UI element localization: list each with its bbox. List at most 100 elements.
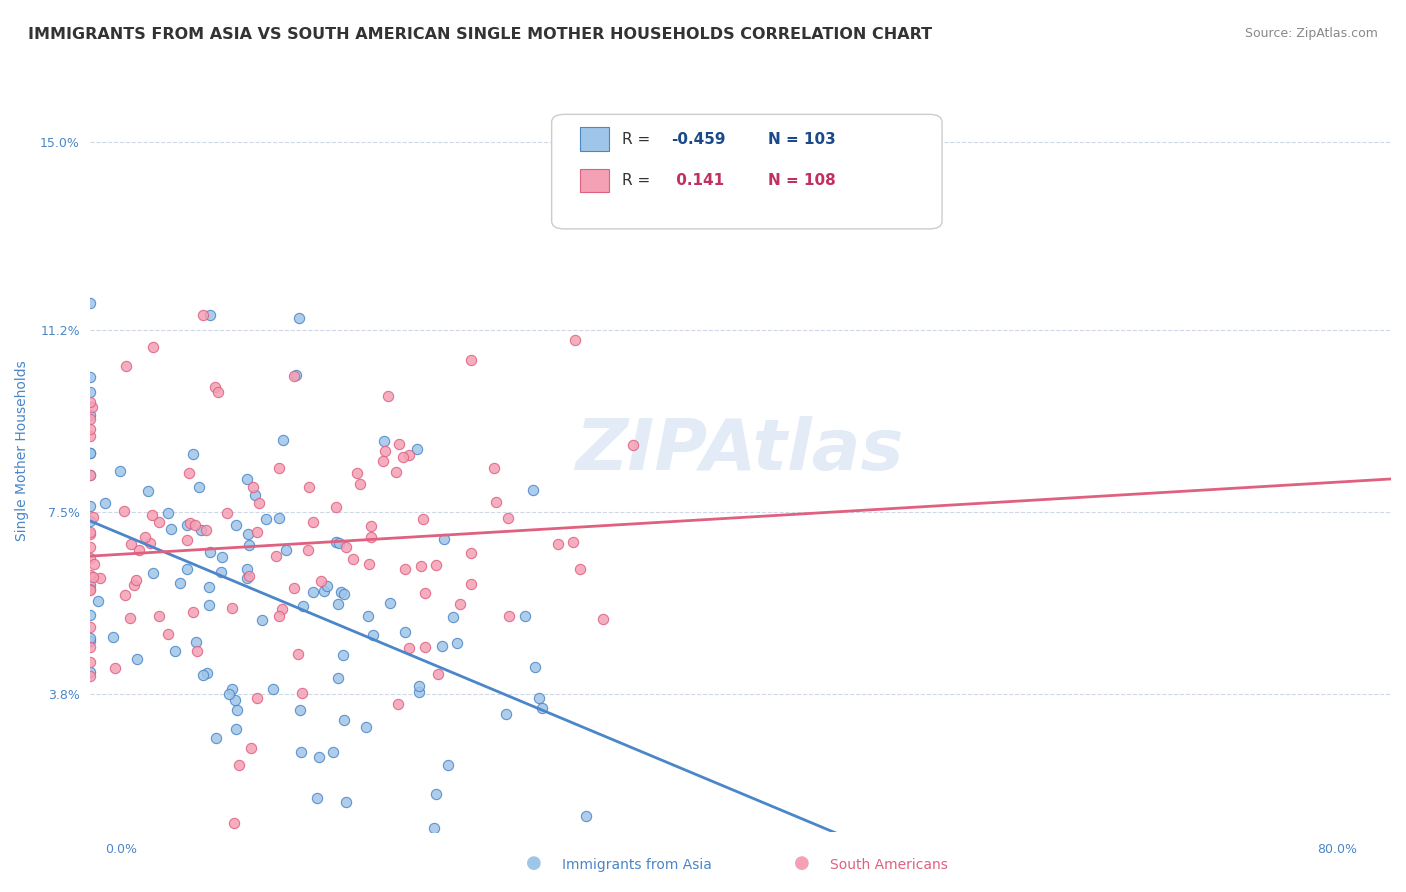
Text: ●: ● [526,855,543,872]
Point [271,434,294,448]
Text: -0.459: -0.459 [672,132,725,147]
Point [148,515,170,529]
Point [218,687,240,701]
Point [446,636,468,650]
Point [301,585,323,599]
Point [86,593,108,607]
Point [287,648,309,662]
Point [406,442,429,456]
Point [423,821,446,835]
Point [79,665,101,679]
Point [283,581,305,595]
Point [142,340,165,354]
Point [432,532,454,546]
Text: 0.0%: 0.0% [105,843,138,856]
Point [374,444,396,458]
Point [328,671,350,685]
Text: Source: ZipAtlas.com: Source: ZipAtlas.com [1244,27,1378,40]
Point [380,596,402,610]
Point [243,488,266,502]
Point [309,574,332,589]
Point [522,483,544,498]
Point [198,308,221,322]
Point [115,359,138,373]
Point [412,512,434,526]
Point [79,385,101,400]
Point [79,582,101,597]
Point [392,450,415,464]
Point [529,690,551,705]
Point [349,477,371,491]
Point [128,542,150,557]
Point [120,537,142,551]
Point [79,526,101,541]
Point [314,584,336,599]
Point [79,540,101,554]
Point [332,648,354,663]
Point [335,540,357,554]
Point [288,703,311,717]
Point [388,437,411,451]
Point [198,545,221,559]
Point [79,550,101,565]
Point [267,608,290,623]
Point [301,515,323,529]
Point [308,750,330,764]
Point [142,566,165,580]
Point [79,620,101,634]
Point [316,579,339,593]
Point [79,850,101,864]
Point [176,517,198,532]
Point [496,510,519,524]
Point [460,577,482,591]
Text: R =: R = [621,132,655,147]
Point [204,380,226,394]
Point [288,310,311,325]
Point [432,640,454,654]
Point [398,448,420,462]
Point [176,562,198,576]
Point [394,625,416,640]
Point [346,467,368,481]
Point [148,608,170,623]
Point [266,549,288,563]
Point [209,565,232,579]
Point [156,506,179,520]
Point [408,679,430,693]
Point [561,535,583,549]
Point [387,697,409,711]
Point [530,701,553,715]
Point [290,746,312,760]
Point [460,353,482,368]
Point [437,757,460,772]
Point [79,578,101,592]
Point [329,585,352,599]
Point [124,573,146,587]
Point [328,536,350,550]
Point [79,582,101,597]
Point [89,571,111,585]
Point [297,543,319,558]
Point [398,850,420,864]
Point [205,731,228,745]
Point [274,542,297,557]
Point [441,610,464,624]
Point [413,640,436,654]
Point [425,558,447,573]
Point [360,519,382,533]
Point [193,309,215,323]
Point [564,333,586,347]
Point [235,472,257,486]
Point [226,703,249,717]
Point [524,660,547,674]
Point [79,296,101,310]
Point [225,518,247,533]
Point [186,643,208,657]
Point [79,467,101,482]
Point [221,681,243,696]
Text: IMMIGRANTS FROM ASIA VS SOUTH AMERICAN SINGLE MOTHER HOUSEHOLDS CORRELATION CHAR: IMMIGRANTS FROM ASIA VS SOUTH AMERICAN S… [28,27,932,42]
Text: N = 108: N = 108 [768,173,835,188]
Point [426,667,449,681]
Point [112,504,135,518]
Point [254,511,277,525]
